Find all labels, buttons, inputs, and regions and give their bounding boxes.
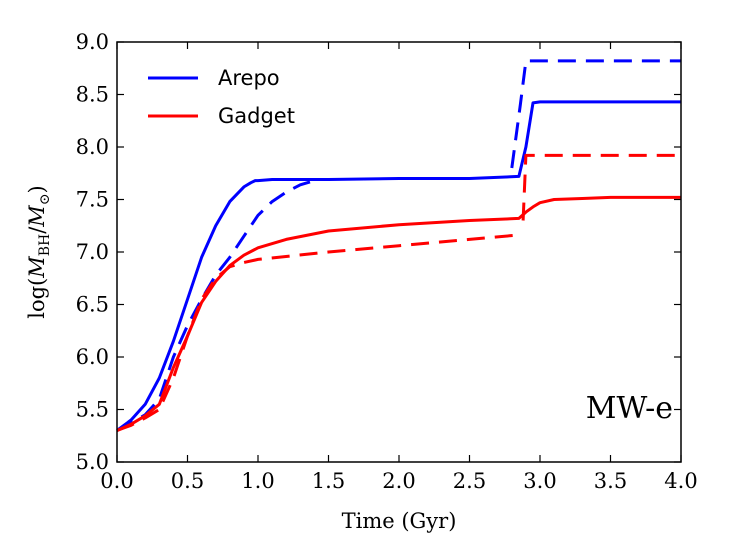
y-tick-label: 7.5 [76,188,109,212]
x-tick-label: 1.5 [312,469,345,493]
x-tick-label: 0.5 [171,469,204,493]
legend-label-gadget: Gadget [218,104,295,128]
series-layer [116,59,681,432]
series-line-arepo-dashed-1 [116,179,315,432]
legend: Arepo Gadget [148,66,295,128]
y-tick-label: 9.0 [76,30,109,54]
ticks-layer: 0.0 0.5 1.0 1.5 2.0 2.5 3.0 3.5 4.0 5.0 5.5 6.0 6.5 7… [76,30,698,493]
legend-label-arepo: Arepo [218,66,280,90]
y-axis-title: log(MBH/M⊙) [25,185,53,319]
series-line-arepo-solid-0 [116,100,681,432]
series-line-arepo-dashed-2 [510,59,681,169]
series-line-gadget-dashed-4 [116,233,517,432]
series-line-gadget-dashed-5 [521,153,681,221]
x-tick-label: 4.0 [664,469,697,493]
x-tick-label: 2.5 [453,469,486,493]
annotation-label: MW-e [586,391,673,426]
y-tick-label: 8.5 [76,83,109,107]
y-tick-label: 5.0 [76,450,109,474]
x-tick-label: 0.0 [100,469,133,493]
x-tick-label: 1.0 [241,469,274,493]
x-tick-label: 2.0 [382,469,415,493]
y-tick-label: 8.0 [76,135,109,159]
x-axis-title: Time (Gyr) [342,509,457,533]
series-line-gadget-solid-3 [116,195,681,432]
y-tick-label: 6.5 [76,293,109,317]
y-tick-label: 6.0 [76,345,109,369]
y-tick-label: 7.0 [76,240,109,264]
y-tick-label: 5.5 [76,398,109,422]
x-tick-label: 3.5 [594,469,627,493]
x-tick-label: 3.0 [523,469,556,493]
